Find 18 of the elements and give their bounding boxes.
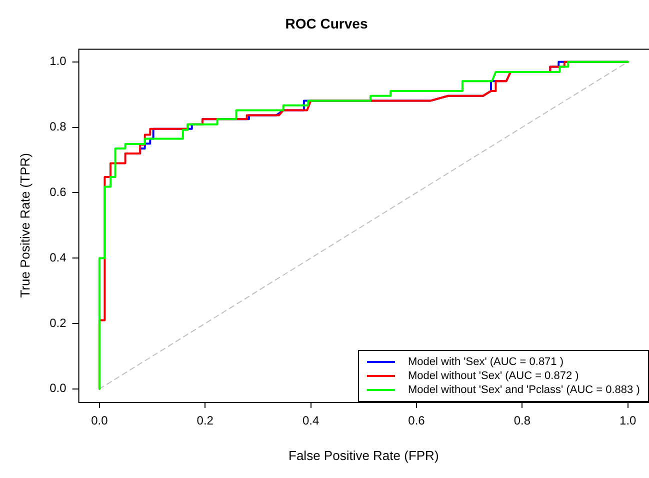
legend-label: Model with 'Sex' (AUC = 0.871 ) <box>408 356 564 368</box>
y-axis-title: True Positive Rate (TPR) <box>17 153 32 298</box>
x-tick-label: 0.8 <box>514 414 531 428</box>
x-tick-label: 0.0 <box>91 414 108 428</box>
y-tick-label: 0.8 <box>50 120 67 134</box>
y-tick-label: 1.0 <box>50 54 67 68</box>
chart-title: ROC Curves <box>285 15 368 32</box>
x-tick-label: 0.6 <box>408 414 426 428</box>
y-tick-label: 0.6 <box>50 185 67 200</box>
legend-label: Model without 'Sex' (AUC = 0.872 ) <box>408 370 579 382</box>
x-tick-label: 0.2 <box>196 414 214 428</box>
y-tick-label: 0.0 <box>50 381 67 396</box>
x-tick-label: 1.0 <box>620 414 637 428</box>
y-tick-label: 0.4 <box>50 250 67 264</box>
y-tick-label: 0.2 <box>50 316 67 330</box>
x-axis-title: False Positive Rate (FPR) <box>288 448 439 463</box>
legend-label: Model without 'Sex' and 'Pclass' (AUC = 0.883 ) <box>408 384 640 396</box>
x-tick-label: 0.4 <box>302 414 320 428</box>
